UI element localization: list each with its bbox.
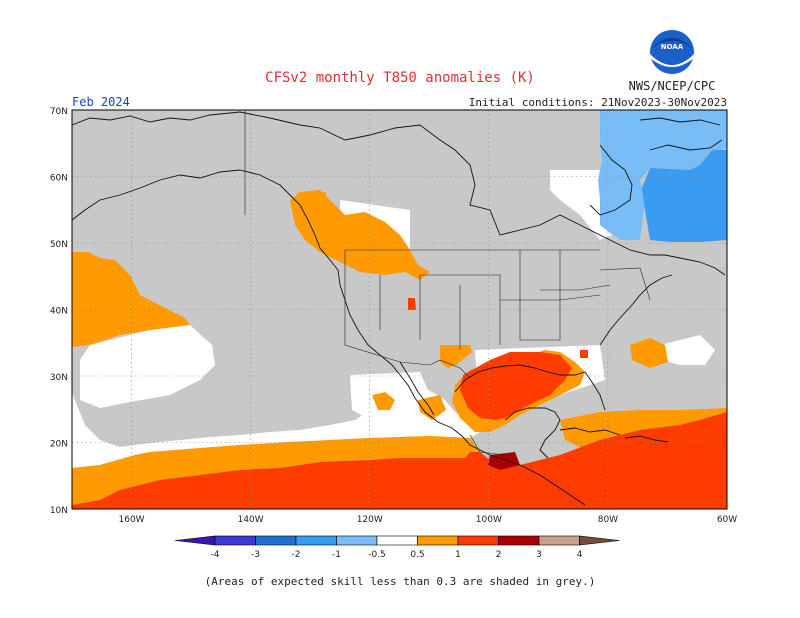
lon-tick-label: 140W — [238, 515, 264, 525]
colorbar-tick-label: 4 — [577, 550, 583, 560]
lon-tick-label: 60W — [717, 515, 737, 525]
colorbar-segment — [498, 535, 540, 546]
lat-tick-label: 10N — [50, 506, 68, 516]
colorbar-tick-label: -0.5 — [368, 550, 386, 560]
lon-tick-label: 120W — [357, 515, 383, 525]
logo-text: NOAA — [661, 43, 684, 51]
anomaly-2-to-3 — [488, 452, 520, 470]
colorbar-tick-label: 3 — [536, 550, 542, 560]
anomaly-neg-2-to-neg-1 — [642, 150, 727, 242]
colorbar-tick-label: -1 — [332, 550, 341, 560]
lat-tick-label: 20N — [50, 440, 68, 450]
longitude-labels: 160W 140W 120W 100W 80W 60W — [119, 515, 738, 525]
map-panel — [72, 110, 727, 509]
colorbar-left-arrow — [174, 535, 216, 546]
colorbar: -4 -3 -2 -1 -0.5 0.5 1 2 3 4 — [174, 535, 620, 560]
colorbar-tick-label: -4 — [211, 550, 220, 560]
colorbar-tick-label: 0.5 — [410, 550, 424, 560]
lon-tick-label: 80W — [598, 515, 618, 525]
lon-tick-label: 100W — [476, 515, 502, 525]
noaa-logo: NOAA — [650, 30, 694, 74]
colorbar-tick-label: -3 — [251, 550, 260, 560]
graticule — [72, 110, 727, 509]
lat-tick-label: 30N — [50, 373, 68, 383]
lat-tick-label: 60N — [50, 174, 68, 184]
lat-tick-label: 40N — [50, 307, 68, 317]
lat-tick-label: 50N — [50, 240, 68, 250]
lon-tick-label: 160W — [119, 515, 145, 525]
political-borders — [244, 110, 651, 456]
coastlines — [72, 111, 726, 506]
lat-tick-label: 70N — [50, 107, 68, 117]
colorbar-segment — [457, 535, 499, 546]
colorbar-segment — [295, 535, 337, 546]
colorbar-tick-label: 1 — [455, 550, 461, 560]
map-frame — [71, 109, 728, 510]
anomaly-neg-1-to-neg-0-5 — [598, 110, 727, 240]
agency-label: NWS/NCEP/CPC — [629, 79, 716, 93]
latitude-labels: 70N 60N 50N 40N 30N 20N 10N — [50, 107, 68, 516]
period-label: Feb 2024 — [72, 95, 130, 109]
footnote: (Areas of expected skill less than 0.3 a… — [205, 575, 596, 588]
colorbar-segment — [255, 535, 297, 546]
chart-title: CFSv2 monthly T850 anomalies (K) — [265, 70, 535, 86]
colorbar-right-arrow — [579, 535, 620, 546]
colorbar-segment — [336, 535, 378, 546]
colorbar-segment — [376, 535, 418, 546]
colorbar-tick-label: -2 — [292, 550, 301, 560]
colorbar-segment — [417, 535, 459, 546]
colorbar-segment — [538, 535, 580, 546]
colorbar-segment — [214, 535, 256, 546]
colorbar-tick-label: 2 — [496, 550, 502, 560]
initial-conditions: Initial conditions: 21Nov2023-30Nov2023 — [469, 96, 727, 109]
